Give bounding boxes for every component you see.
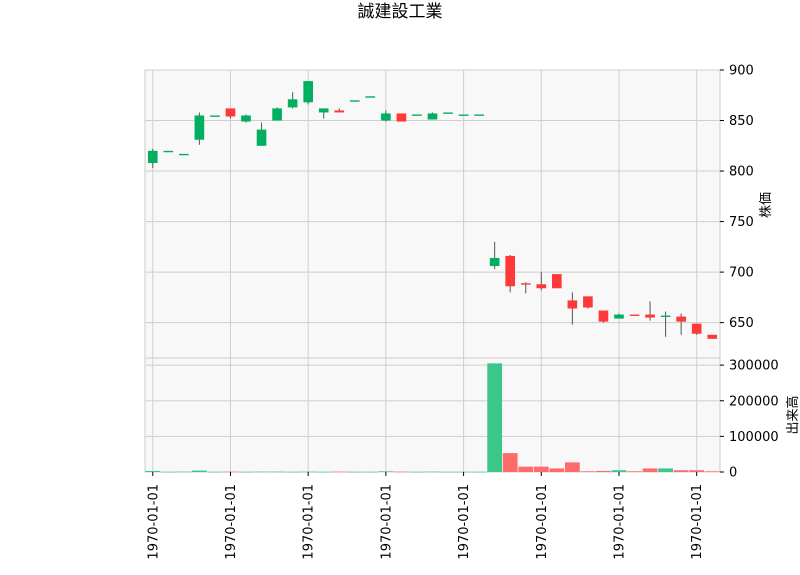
volume-bar — [518, 466, 534, 472]
candle-body — [287, 99, 298, 108]
candle-body — [427, 113, 438, 120]
candle-body — [443, 112, 453, 114]
volume-bar — [223, 471, 238, 473]
volume-bar — [176, 471, 192, 473]
candle-body — [225, 108, 236, 117]
volume-bars — [145, 363, 720, 473]
candle-body — [583, 296, 593, 308]
volume-bar — [316, 471, 332, 473]
volume-bar — [192, 470, 207, 472]
volume-bar — [362, 471, 378, 473]
volume-bar — [689, 470, 705, 472]
volume-bar — [487, 363, 503, 472]
x-tick-label: 1970-01-01 — [457, 484, 472, 560]
candle-body — [629, 314, 640, 316]
candle-body — [241, 115, 251, 122]
x-tick-label: 1970-01-01 — [690, 484, 705, 560]
volume-bar — [285, 471, 301, 473]
volume-bar — [440, 471, 456, 473]
price-tick-label: 850 — [729, 114, 754, 129]
candle-body — [536, 284, 547, 289]
candle-body — [179, 153, 189, 156]
candle-body — [194, 115, 205, 140]
candle-body — [707, 334, 718, 339]
candle-body — [318, 108, 329, 113]
volume-axis-label: 出来高 — [785, 395, 800, 434]
candle-body — [396, 113, 407, 122]
volume-bar — [425, 471, 440, 473]
price-tick-label: 700 — [729, 266, 754, 281]
candle-body — [163, 150, 174, 153]
candle-body — [598, 310, 609, 322]
volume-bar — [642, 468, 658, 472]
candle-body — [210, 115, 220, 117]
volume-bar — [658, 468, 673, 472]
price-tick-label: 750 — [729, 215, 754, 230]
price-tick-label: 650 — [729, 316, 754, 331]
volume-bar — [580, 471, 596, 472]
x-tick-label: 1970-01-01 — [379, 484, 394, 560]
volume-bar — [394, 471, 409, 473]
candle-body — [614, 314, 624, 319]
volume-bar — [409, 471, 425, 473]
volume-tick-label: 300000 — [729, 359, 779, 374]
volume-bar — [502, 453, 518, 472]
volume-panel — [144, 357, 721, 473]
candle-body — [381, 113, 391, 121]
volume-tick-label: 0 — [729, 466, 737, 481]
volume-bar — [269, 471, 285, 473]
volume-bar — [471, 471, 487, 473]
candle-body — [256, 129, 267, 146]
volume-tick-label: 100000 — [729, 430, 779, 445]
volume-bar — [331, 471, 347, 473]
x-tick-label: 1970-01-01 — [224, 484, 239, 560]
volume-bar — [160, 471, 176, 473]
candle-body — [552, 274, 562, 289]
volume-bar — [378, 471, 394, 472]
candle-body — [660, 315, 671, 317]
candle-body — [349, 100, 360, 102]
volume-bar — [704, 471, 720, 472]
volume-tick-label: 200000 — [729, 394, 779, 409]
candle-body — [365, 96, 376, 98]
price-tick-label: 900 — [729, 64, 754, 79]
candle-body — [645, 314, 655, 318]
volume-bar — [533, 466, 549, 472]
tick-labels: 650 700 750 800 850 900 0 100000 200000 300000 197… — [146, 64, 778, 560]
candle-body — [474, 114, 484, 116]
price-tick-label: 800 — [729, 165, 754, 180]
x-tick-label: 1970-01-01 — [535, 484, 550, 560]
chart-title: 誠建設工業 — [358, 2, 443, 22]
volume-bar — [596, 470, 611, 472]
volume-bar — [611, 470, 627, 472]
candle-body — [412, 114, 422, 116]
volume-bar — [238, 471, 254, 473]
x-tick-label: 1970-01-01 — [146, 484, 161, 560]
price-candles — [147, 81, 718, 339]
volume-bar — [207, 471, 223, 473]
candle-body — [272, 108, 282, 121]
volume-bar — [254, 471, 269, 473]
candle-body — [303, 81, 313, 103]
candle-body — [489, 257, 500, 267]
candle-body — [458, 114, 469, 116]
volume-bar — [564, 462, 580, 472]
volume-bar — [627, 471, 642, 472]
candle-body — [147, 150, 158, 163]
price-axis-label: 株価 — [759, 192, 774, 218]
candle-body — [505, 255, 516, 287]
volume-bar — [145, 470, 161, 472]
candle-body — [691, 323, 702, 334]
x-tick-label: 1970-01-01 — [612, 484, 627, 560]
volume-bar — [549, 468, 565, 472]
candle-body — [520, 283, 531, 285]
candle-body — [676, 316, 686, 322]
candle-body — [334, 110, 345, 113]
volume-bar — [300, 471, 316, 473]
volume-bar — [673, 470, 689, 472]
x-tick-label: 1970-01-01 — [302, 484, 317, 560]
candle-body — [567, 300, 578, 309]
volume-bar — [347, 471, 363, 473]
